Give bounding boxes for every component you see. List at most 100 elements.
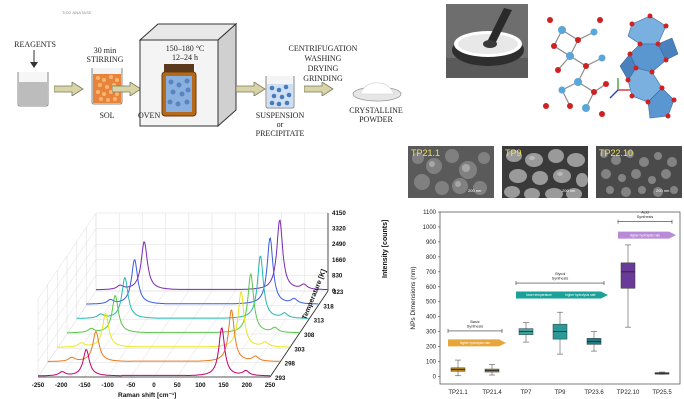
raman-y-ticks: 293 298 303 308 313 318 323 [275,289,344,382]
raman-z-tick-label: 2490 [332,241,346,248]
step-drying: DRYING [307,64,339,73]
raman-x-ticks: -250 -200 -150 -100 -50 0 50 100 150 200 250 [32,382,276,389]
raman-grid [37,212,329,378]
raman-ylabel: Temperature [K] [301,268,328,320]
oven-condition-time: 12–24 h [172,53,198,62]
raman-x-tick-label: 150 [218,382,229,389]
sem-panel-3-scale: 200 nm [656,188,670,193]
raman-z-tick-label: 3320 [332,226,346,233]
raman-spectra [38,219,328,377]
raman-y-tick-label: 303 [294,346,305,353]
box-y-tick-label: 100 [426,360,437,366]
oven-label: OVEN [138,111,161,120]
box-y-tick-label: 800 [426,255,437,261]
group-title: Synthesis [637,215,654,219]
flow-arrow-2-icon [112,82,142,96]
box-y-ticks: 0 100 200 300 400 500 600 700 800 900 1000 1100 [423,210,440,381]
box-y-tick-label: 0 [433,375,437,381]
group-arrow [516,291,608,299]
raman-z-tick-label: 830 [332,272,343,279]
raman-spectrum-line [47,309,280,362]
raman-y-axis [269,290,329,378]
reagents-label: REAGENTS [14,40,56,49]
box-x-tick-label: TP25.5 [652,390,672,396]
sem-panel-1 [408,146,494,198]
group-arrow-label: lower temperature [526,293,552,297]
raman-y-tick-label: 293 [275,375,286,382]
raman-spectrum-line [86,237,319,305]
raman-z-tick-label: 0 [332,288,336,295]
suspension-label: SUSPENSION [255,111,305,120]
raman-y-tick-label: 318 [323,303,334,310]
group-arrow-label: higher hydrolysis rate [460,341,491,345]
group-arrow-label: higher hydrolysis rate [630,233,661,237]
raman-z-tick-label: 4150 [332,210,346,217]
sem-image-strip: TP21.1 TP9 TP22.10 200 nm 200 nm 200 nm [408,146,682,198]
crystal-structure-illustration [543,13,679,119]
beaker-reagents-icon [17,72,49,107]
flow-arrow-4-icon [304,82,334,96]
group-title: Synthesis [467,324,484,328]
raman-x-tick-label: -250 [32,382,45,389]
sem-panel-2-scale: 200 nm [562,188,576,193]
oven-condition-temp: 150–180 °C [165,44,205,53]
sem-panel-1-label: TP21.1 [411,148,441,158]
sem-panel-2 [502,146,588,198]
raman-x-tick-label: -200 [55,382,68,389]
reagent-arrow-icon [30,50,38,68]
group-title: Acid [641,211,648,215]
box-y-tick-label: 1100 [423,210,437,216]
step-washing: WASHING [304,54,342,63]
precipitate-label: PRECIPITATE [255,129,305,138]
box-y-tick-label: 400 [426,315,437,321]
suspension-beaker-icon [265,76,295,109]
box-x-ticks: TP21.1 TP21.4 TP7 TP9 TP23.6 TP22.10 TP25.5 [448,390,672,396]
raman-x-tick-label: -150 [78,382,91,389]
raman-x-tick-label: -50 [126,382,136,389]
synthesis-scheme: TiO2 ANATASE REAGENTS 30 min STIRRING SO… [0,0,410,140]
raman-spectrum-line [57,291,290,348]
raman-x-tick-label: 100 [195,382,206,389]
scheme-heading: TiO2 ANATASE [62,10,92,15]
group-arrow [618,231,676,239]
raman-y-tick-label: 308 [304,332,315,339]
sem-panel-2-label: TP9 [505,148,522,158]
sol-label: SOL [99,111,115,120]
stirring-label: STIRRING [86,55,124,64]
group-arrow-label: higher hydrolysis rate [565,293,596,297]
raman-xlabel: Raman shift [cm⁻¹] [118,392,176,399]
box-y-tick-label: 200 [426,345,437,351]
suspension-or-label: or [276,120,284,129]
group-title: Synthesis [552,277,569,281]
group-title: Basic [470,320,479,324]
raman-y-tick-label: 323 [333,289,344,296]
oven-icon [138,22,238,128]
box-y-tick-label: 300 [426,330,437,336]
box-x-tick-label: TP23.6 [584,390,604,396]
box-y-tick-label: 900 [426,240,437,246]
raman-x-tick-label: 0 [152,382,156,389]
stirring-time: 30 min [93,46,117,55]
raman-zlabel: Intensity [counts] [382,220,389,278]
raman-x-tick-label: -100 [101,382,114,389]
raman-z-tick-label: 1660 [332,257,346,264]
group-title: Glycol [555,272,566,276]
box-x-tick-label: TP7 [520,390,532,396]
box-y-tick-label: 700 [426,270,437,276]
powder-dish-icon [352,82,402,102]
box-ylabel: NPs Dimensions (nm) [410,266,417,329]
step-centrifugation: CENTRIFUGATION [288,44,358,53]
box-y-tick-label: 500 [426,300,437,306]
raman-z-ticks: 0 830 1660 2490 3320 4150 [332,210,346,295]
box-x-tick-label: TP21.1 [448,390,468,396]
box-marks [450,244,670,377]
raman-spectrum-line [38,327,270,377]
box-plot: 0 100 200 300 400 500 600 700 800 900 1000 1100 TP2… [410,210,681,396]
sem-panel-3-label: TP22.10 [599,148,634,158]
powder-label-1: CRYSTALLINE [349,106,403,115]
box-y-tick-label: 1000 [423,225,437,231]
mortar-photo [446,4,528,78]
raman-spectrum-line [67,273,299,334]
raman-y-tick-label: 298 [285,361,296,368]
raman-3d-plot: -250 -200 -150 -100 -50 0 50 100 150 200 250 29329… [32,210,389,399]
